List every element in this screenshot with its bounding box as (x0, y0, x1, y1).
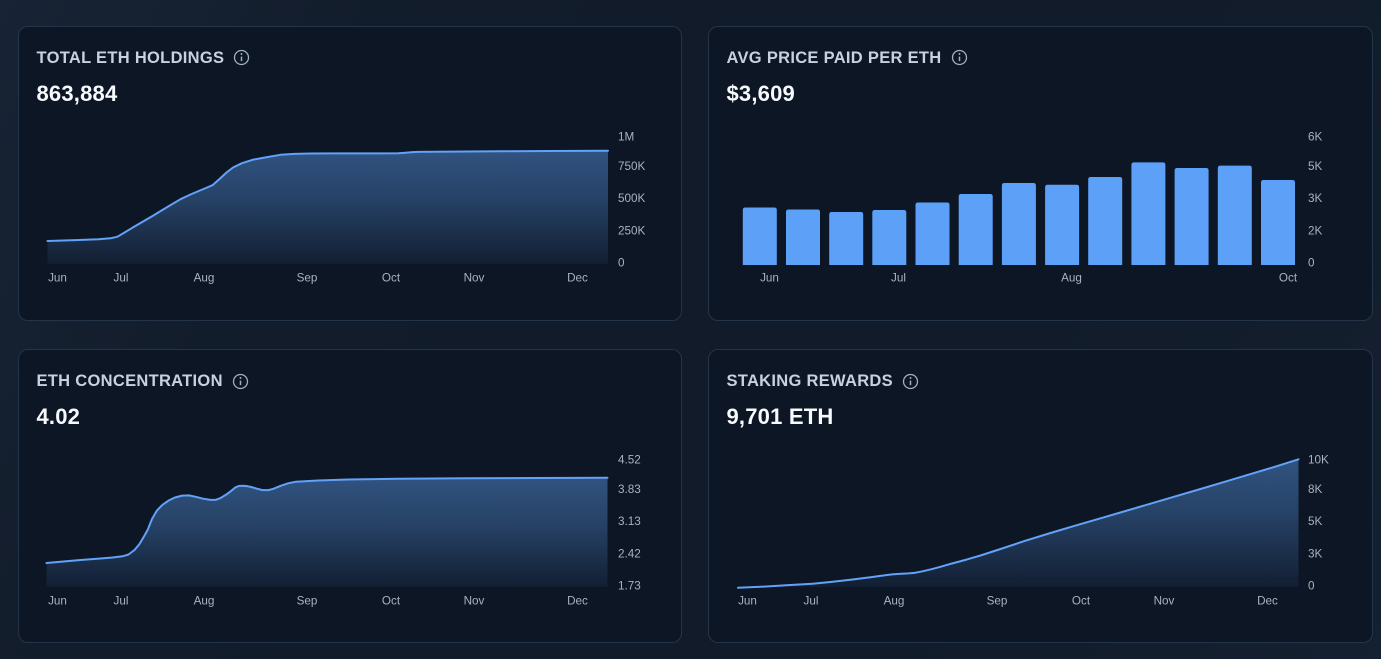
svg-text:1.73: 1.73 (618, 580, 641, 593)
svg-text:Oct: Oct (1071, 594, 1090, 607)
svg-text:Aug: Aug (193, 594, 214, 607)
svg-text:Jul: Jul (113, 594, 128, 607)
svg-text:Nov: Nov (1153, 594, 1174, 607)
svg-text:Oct: Oct (381, 594, 400, 607)
svg-text:2.42: 2.42 (618, 548, 641, 561)
svg-text:Sep: Sep (296, 271, 317, 284)
svg-text:Dec: Dec (567, 271, 588, 284)
svg-text:Jul: Jul (113, 271, 128, 284)
svg-text:4.52: 4.52 (618, 453, 641, 466)
svg-text:Oct: Oct (1278, 271, 1297, 284)
svg-text:Nov: Nov (463, 594, 484, 607)
svg-text:3.83: 3.83 (618, 483, 641, 496)
svg-text:0: 0 (1308, 256, 1315, 269)
svg-text:1M: 1M (618, 130, 634, 143)
svg-text:0: 0 (1308, 580, 1315, 593)
svg-text:8K: 8K (1308, 483, 1323, 496)
svg-text:6K: 6K (1308, 130, 1323, 143)
svg-text:5K: 5K (1308, 160, 1323, 173)
svg-text:500K: 500K (618, 191, 646, 204)
svg-text:Jul: Jul (891, 271, 906, 284)
svg-text:3K: 3K (1308, 191, 1323, 204)
svg-text:Aug: Aug (193, 271, 214, 284)
svg-text:Oct: Oct (381, 271, 400, 284)
svg-text:Sep: Sep (986, 594, 1007, 607)
svg-text:Aug: Aug (1061, 271, 1082, 284)
svg-text:5K: 5K (1308, 515, 1323, 528)
svg-text:10K: 10K (1308, 453, 1329, 466)
svg-text:2K: 2K (1308, 224, 1323, 237)
svg-text:Dec: Dec (1257, 594, 1278, 607)
svg-text:Jun: Jun (48, 594, 67, 607)
svg-text:750K: 750K (618, 160, 646, 173)
svg-text:Jul: Jul (803, 594, 818, 607)
svg-text:Aug: Aug (883, 594, 904, 607)
svg-text:Nov: Nov (463, 271, 484, 284)
svg-text:Jun: Jun (738, 594, 757, 607)
svg-text:3.13: 3.13 (618, 515, 641, 528)
svg-text:0: 0 (618, 256, 625, 269)
svg-text:250K: 250K (618, 224, 646, 237)
svg-text:3K: 3K (1308, 548, 1323, 561)
svg-text:Jun: Jun (760, 271, 779, 284)
svg-text:Sep: Sep (296, 594, 317, 607)
svg-text:Jun: Jun (48, 271, 67, 284)
svg-text:Dec: Dec (567, 594, 588, 607)
